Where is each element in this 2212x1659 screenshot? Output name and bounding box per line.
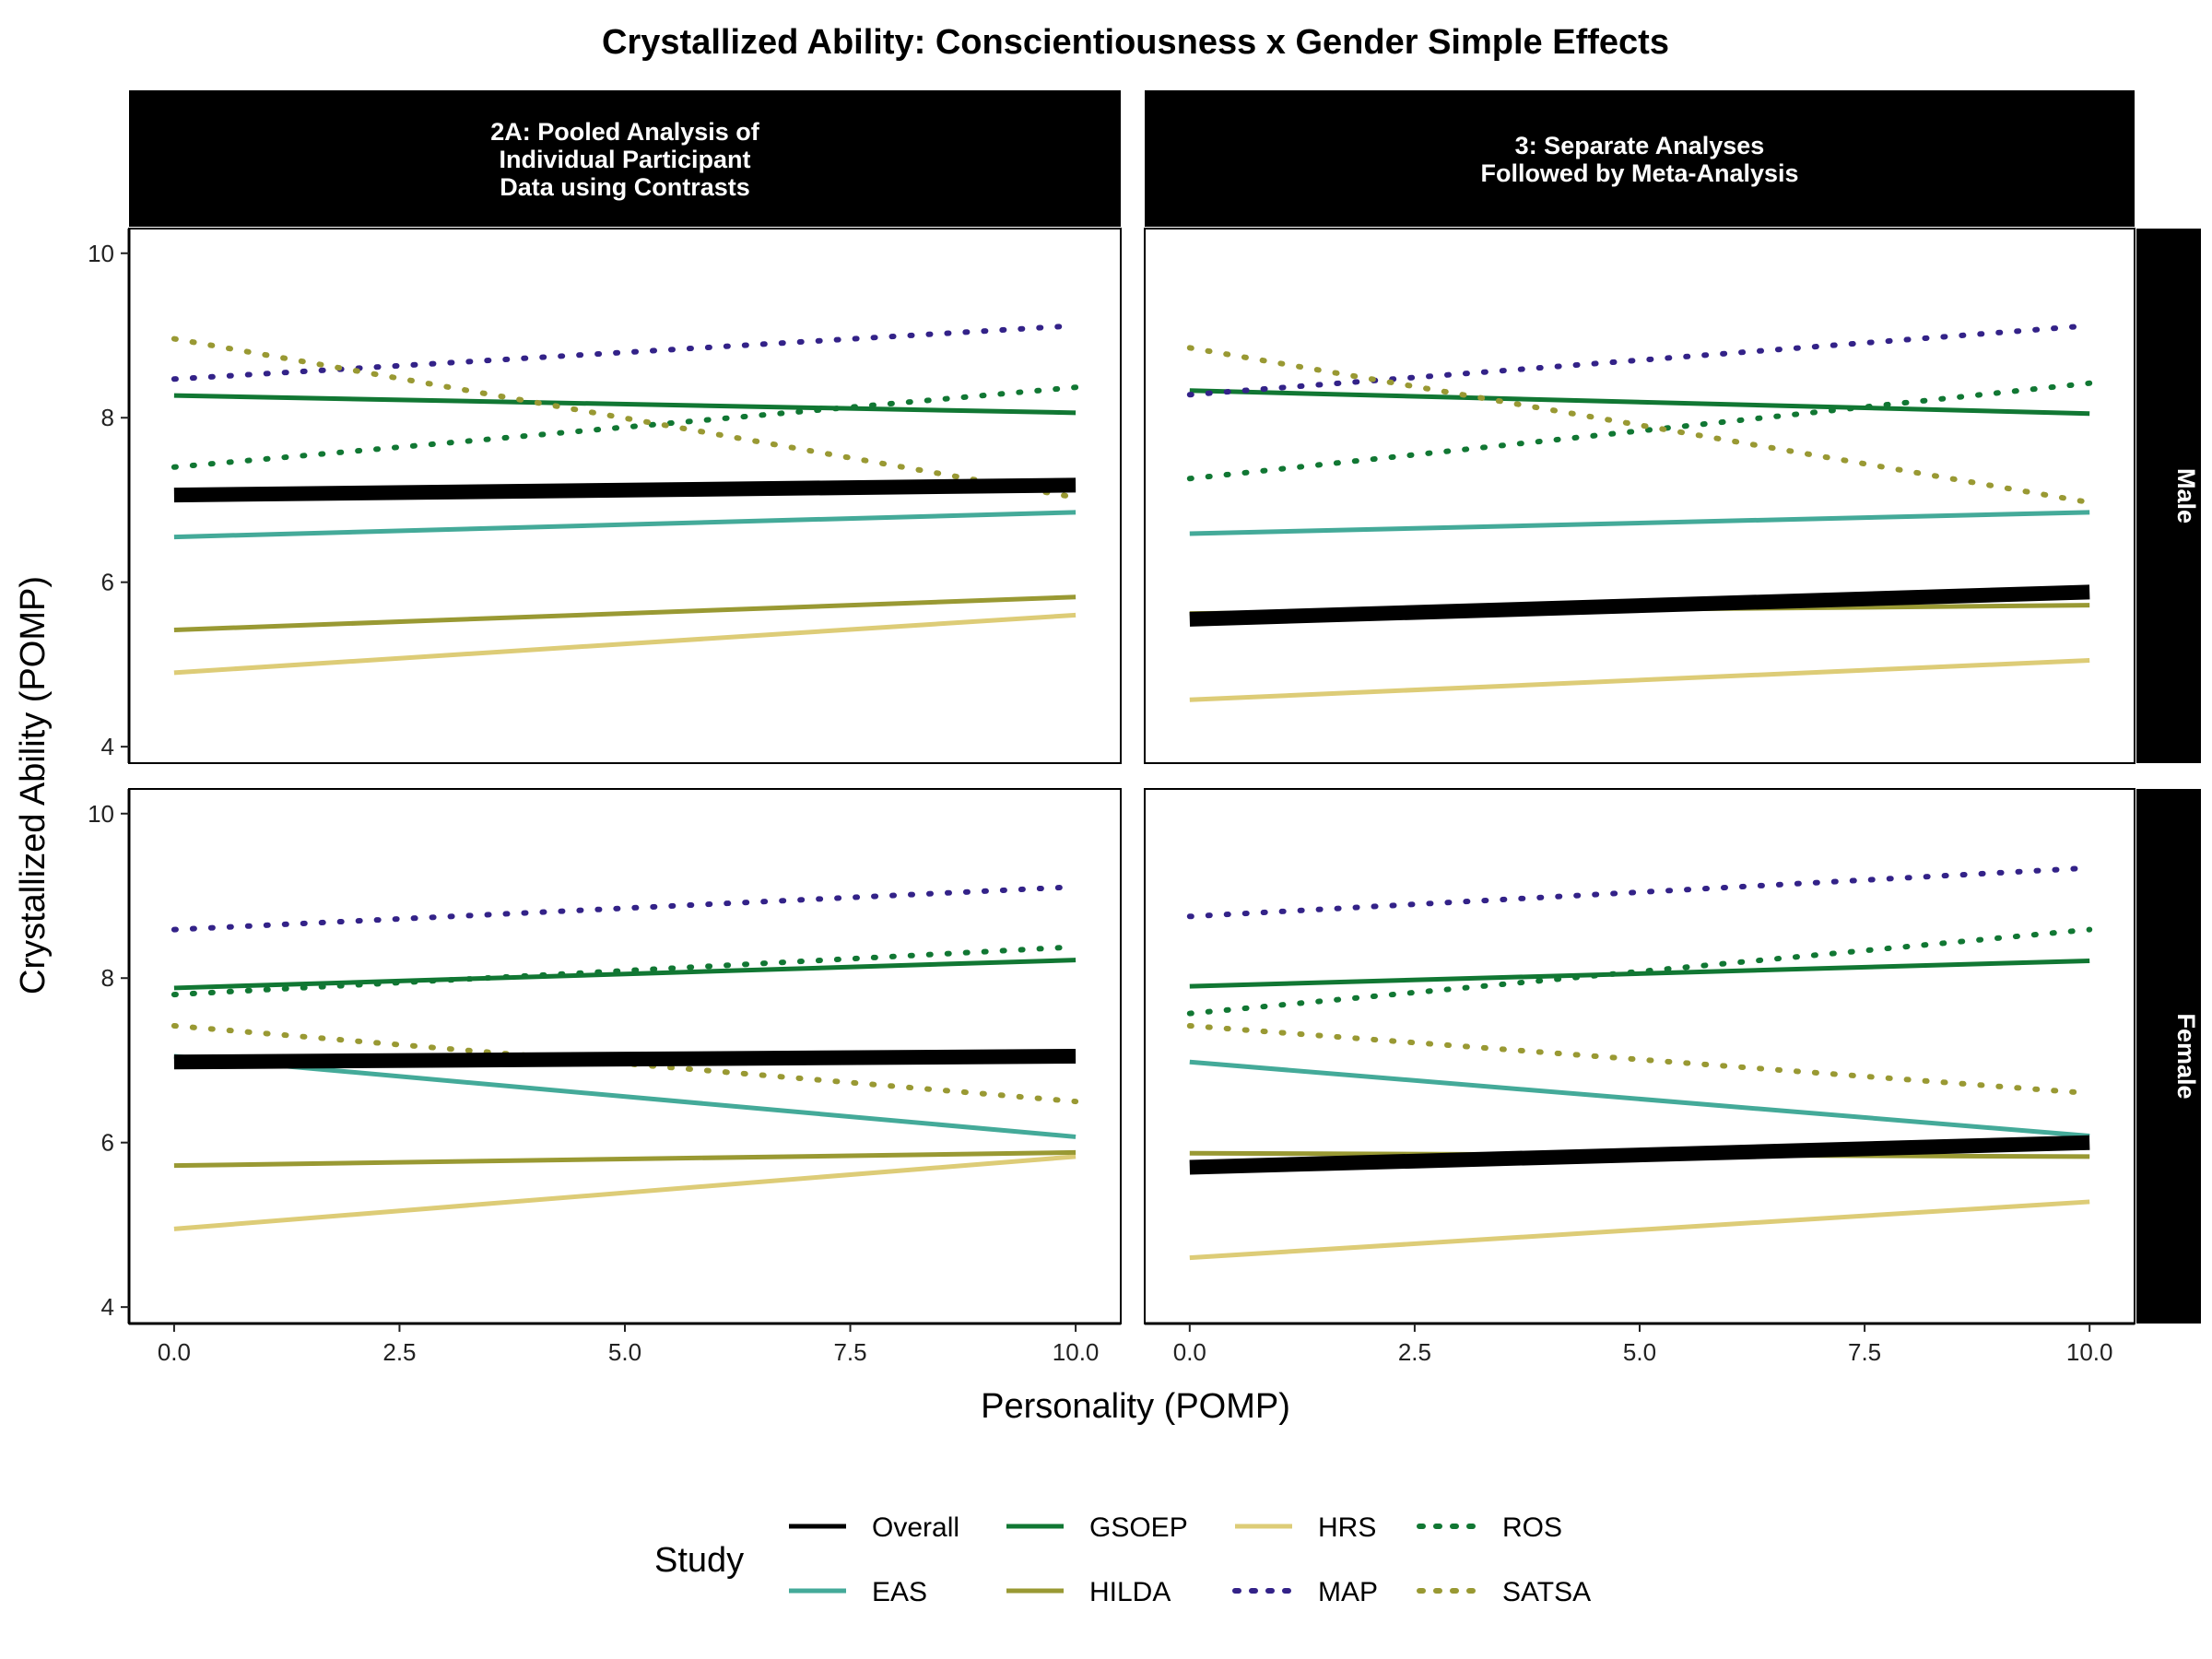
- y-tick-label: 4: [101, 733, 114, 760]
- series-line-gsoep: [173, 958, 1077, 991]
- series-line-ros: [1186, 926, 2093, 1017]
- column-strip-label: Data using Contrasts: [500, 173, 750, 201]
- series-line-hrs: [173, 612, 1077, 676]
- x-tick-label: 2.5: [1398, 1338, 1431, 1366]
- legend-label-map: MAP: [1318, 1577, 1378, 1607]
- x-tick-label: 5.0: [1623, 1338, 1656, 1366]
- series-line-hrs: [173, 1154, 1077, 1231]
- series-line-hrs: [1189, 1199, 2090, 1261]
- x-tick-label: 10.0: [2066, 1338, 2113, 1366]
- legend-label-hrs: HRS: [1318, 1512, 1376, 1543]
- panel-series: [171, 323, 1079, 676]
- x-tick-label: 0.0: [158, 1338, 191, 1366]
- y-tick-label: 6: [101, 1129, 114, 1157]
- series-line-hilda: [173, 1149, 1077, 1169]
- panel-frame: [1144, 228, 2136, 764]
- x-tick-label: 7.5: [833, 1338, 866, 1366]
- legend-title: Study: [654, 1541, 744, 1580]
- y-axis-title: Crystallized Ability (POMP): [14, 576, 53, 994]
- series-line-map: [1186, 323, 2093, 398]
- panel-series: [1186, 323, 2093, 702]
- x-tick-label: 0.0: [1173, 1338, 1206, 1366]
- series-line-map: [171, 884, 1079, 933]
- legend-label-eas: EAS: [872, 1577, 927, 1607]
- legend-label-hilda: HILDA: [1089, 1577, 1171, 1607]
- series-line-eas: [173, 510, 1077, 540]
- series-line-map: [171, 323, 1079, 382]
- row-strip: [2136, 789, 2201, 1324]
- series-line-ros: [171, 944, 1079, 998]
- panel-series: [171, 884, 1079, 1231]
- row-strip-label: Male: [2172, 468, 2200, 524]
- column-strip-label: 3: Separate Analyses: [1515, 132, 1765, 159]
- panel-frame: [1144, 788, 2136, 1324]
- series-line-eas: [1189, 510, 2090, 536]
- panel-series: [1186, 865, 2093, 1261]
- series-line-hrs: [1189, 657, 2090, 702]
- series-line-ros: [171, 384, 1079, 470]
- series-line-gsoep: [173, 393, 1077, 416]
- x-tick-label: 2.5: [382, 1338, 416, 1366]
- x-tick-label: 5.0: [608, 1338, 641, 1366]
- column-strip: [129, 90, 1121, 227]
- y-tick-label: 10: [88, 240, 114, 267]
- legend-label-overall: Overall: [872, 1512, 959, 1543]
- column-strip: [1145, 90, 2135, 227]
- column-strip-label: Individual Participant: [499, 146, 750, 173]
- series-line-satsa: [1186, 1022, 2093, 1097]
- series-line-satsa: [171, 1022, 1079, 1105]
- column-strip-label: 2A: Pooled Analysis of: [490, 118, 760, 146]
- legend: Study Overall EAS GSOEP HILDA HRS MAP ROS SATSA: [654, 1512, 1591, 1607]
- series-line-overall: [173, 477, 1077, 503]
- y-tick-label: 10: [88, 800, 114, 828]
- row-strip: [2136, 229, 2201, 763]
- column-strip-label: Followed by Meta-Analysis: [1480, 159, 1798, 187]
- series-line-ros: [1186, 380, 2093, 482]
- series-line-gsoep: [1189, 388, 2090, 417]
- series-line-hilda: [173, 594, 1077, 632]
- chart-title: Crystallized Ability: Conscientiousness …: [602, 23, 1669, 62]
- y-tick-label: 6: [101, 569, 114, 596]
- y-tick-label: 8: [101, 964, 114, 992]
- y-tick-label: 4: [101, 1293, 114, 1321]
- series-line-eas: [173, 1053, 1077, 1139]
- row-strip-label: Female: [2172, 1013, 2200, 1099]
- series-line-overall: [173, 1049, 1077, 1070]
- series-line-overall: [1189, 584, 2090, 627]
- legend-label-satsa: SATSA: [1502, 1577, 1591, 1607]
- series-line-eas: [1189, 1059, 2090, 1139]
- series-line-map: [1186, 865, 2093, 920]
- series-line-gsoep: [1189, 958, 2090, 989]
- x-tick-label: 7.5: [1848, 1338, 1881, 1366]
- legend-label-ros: ROS: [1502, 1512, 1562, 1543]
- series-line-overall: [1189, 1135, 2090, 1175]
- legend-label-gsoep: GSOEP: [1089, 1512, 1188, 1543]
- y-tick-label: 8: [101, 404, 114, 431]
- x-axis-title: Personality (POMP): [981, 1387, 1290, 1426]
- x-tick-label: 10.0: [1053, 1338, 1100, 1366]
